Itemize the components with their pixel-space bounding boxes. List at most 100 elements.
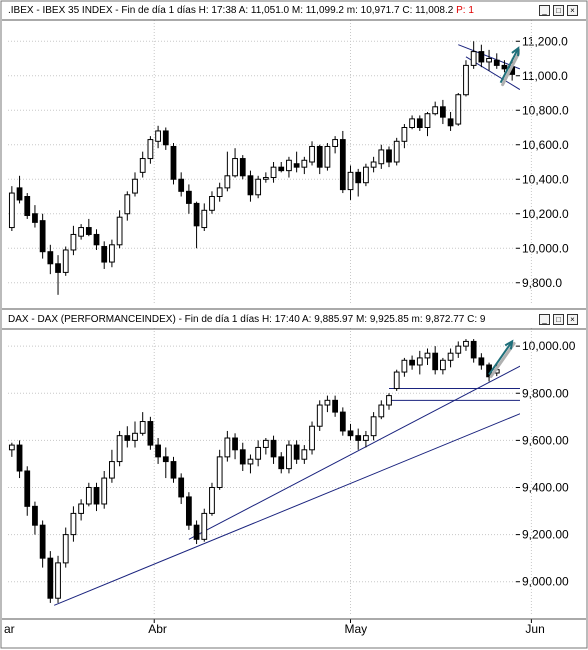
ibex-candle-body	[324, 145, 331, 168]
dax-candle-body	[193, 524, 200, 540]
ibex-candle-body	[409, 118, 415, 128]
dax-candle-body	[216, 456, 223, 488]
dax-candle-body	[309, 425, 315, 451]
dax-candle-body	[185, 496, 192, 526]
dax-candle-body	[70, 512, 77, 536]
dax-candle-body	[355, 435, 362, 441]
ibex-candle-body	[116, 216, 123, 246]
ibex-candle-body	[178, 178, 185, 192]
ibex-candle-body	[309, 145, 315, 163]
dax-candle-body	[409, 359, 415, 366]
dax-symbol: DAX - DAX (PERFORMANCEINDEX) - Fin de dí…	[8, 314, 260, 325]
ibex-candle-body	[185, 190, 192, 204]
dax-candle-body	[109, 461, 115, 479]
ibex-ytick-label: 9,800.0	[522, 276, 562, 290]
ibex-close: C: 11,008.2	[402, 5, 454, 16]
ibex-ytick-label: 11,200.0	[522, 34, 568, 48]
ibex-candle-body	[332, 139, 339, 147]
ibex-candle-body	[486, 58, 492, 63]
dax-trend-line	[53, 413, 520, 606]
dax-candle-body	[286, 444, 292, 470]
ibex-candle-body	[232, 158, 238, 177]
dax-high: M: 9,925.85	[355, 314, 409, 325]
ibex-candle-body	[8, 192, 15, 229]
ibex-arrow-head	[511, 46, 520, 57]
ibex-candle-body	[339, 139, 346, 191]
dax-candle-body	[332, 399, 339, 413]
dax-candle-body	[24, 470, 31, 507]
dax-low: m: 9,872.77	[411, 314, 465, 325]
dax-candle-body	[101, 477, 108, 505]
dax-candle-body	[178, 477, 185, 498]
dax-ytick-label: 9,800.00	[522, 386, 569, 400]
ibex-candle-body	[286, 159, 292, 172]
dax-ytick-label: 9,400.00	[522, 480, 569, 494]
dax-panel-header: DAX - DAX (PERFORMANCEINDEX) - Fin de dí…	[2, 311, 584, 329]
ibex-candle-body	[255, 178, 262, 196]
dax-candle-body	[339, 411, 346, 432]
ibex-candle-body	[424, 113, 431, 128]
ibex-candle-body	[493, 59, 500, 66]
ibex-panel-header: .IBEX - IBEX 35 INDEX - Fin de día 1 día…	[2, 2, 584, 20]
dax-candle-body	[170, 461, 177, 479]
maximize-icon[interactable]: □	[553, 314, 564, 325]
ibex-time: H: 17:38	[198, 5, 237, 16]
dax-candle-body	[386, 395, 392, 406]
dax-candle-body	[16, 444, 23, 472]
ibex-candle-body	[193, 202, 200, 227]
dax-candle-body	[439, 359, 446, 371]
x-axis-label: Jun	[525, 622, 544, 636]
close-icon[interactable]: ×	[567, 5, 578, 16]
dax-candle-body	[132, 432, 138, 441]
dax-candle-body	[224, 437, 231, 458]
dax-candle-body	[301, 449, 308, 460]
ibex-candle-body	[301, 159, 308, 168]
ibex-candle-body	[463, 64, 469, 96]
ibex-candle-body	[355, 171, 362, 184]
x-axis-label: May	[345, 622, 368, 636]
dax-open: A: 9,885.97	[302, 314, 354, 325]
ibex-candle-body	[24, 196, 31, 216]
ibex-candle-body	[162, 130, 169, 146]
dax-candle-body	[209, 486, 215, 514]
ibex-candle-body	[16, 187, 23, 201]
ibex-candle-body	[470, 51, 477, 66]
ibex-ytick-label: 10,000.0	[522, 241, 569, 255]
ibex-candle-body	[47, 251, 54, 265]
ibex-candle-body	[316, 145, 323, 168]
close-icon[interactable]: ×	[567, 314, 578, 325]
dax-candle-body	[432, 352, 439, 371]
dax-candle-body	[139, 421, 146, 434]
ibex-candle-body	[170, 145, 177, 180]
ibex-ytick-label: 10,800.0	[522, 103, 569, 117]
dax-close: C: 9	[467, 314, 486, 325]
dax-candle-body	[416, 357, 423, 366]
dax-candle-body	[378, 404, 385, 418]
dax-candle-body	[247, 458, 254, 465]
ibex-candle-body	[378, 149, 385, 165]
ibex-candle-body	[262, 177, 269, 180]
dax-candle-body	[255, 446, 262, 460]
minimize-icon[interactable]: _	[539, 5, 550, 16]
minimize-icon[interactable]: _	[539, 314, 550, 325]
dax-candle-body	[363, 435, 369, 441]
ibex-candle-body	[278, 166, 285, 172]
ibex-candle-body	[155, 130, 161, 142]
maximize-icon[interactable]: □	[553, 5, 564, 16]
dax-chart: 9,000.00 9,200.00 9,400.00 9,600.00 9,800.00…	[8, 328, 576, 614]
ibex-candle-body	[209, 196, 215, 211]
dax-candle-body	[78, 503, 85, 514]
ibex-candle-body	[401, 127, 408, 142]
ibex-candle-body	[85, 227, 92, 235]
ibex-candle-body	[132, 178, 138, 194]
dax-candle-body	[470, 340, 477, 359]
ibex-candle-body	[239, 158, 246, 177]
ibex-candle-body	[124, 194, 131, 215]
ibex-candle-body	[93, 233, 100, 246]
dax-candle-body	[463, 340, 469, 347]
dax-candle-body	[270, 439, 277, 458]
ibex-candle-body	[39, 220, 46, 253]
dax-candle-body	[93, 486, 100, 505]
ibex-window-controls: _ □ ×	[539, 5, 578, 16]
